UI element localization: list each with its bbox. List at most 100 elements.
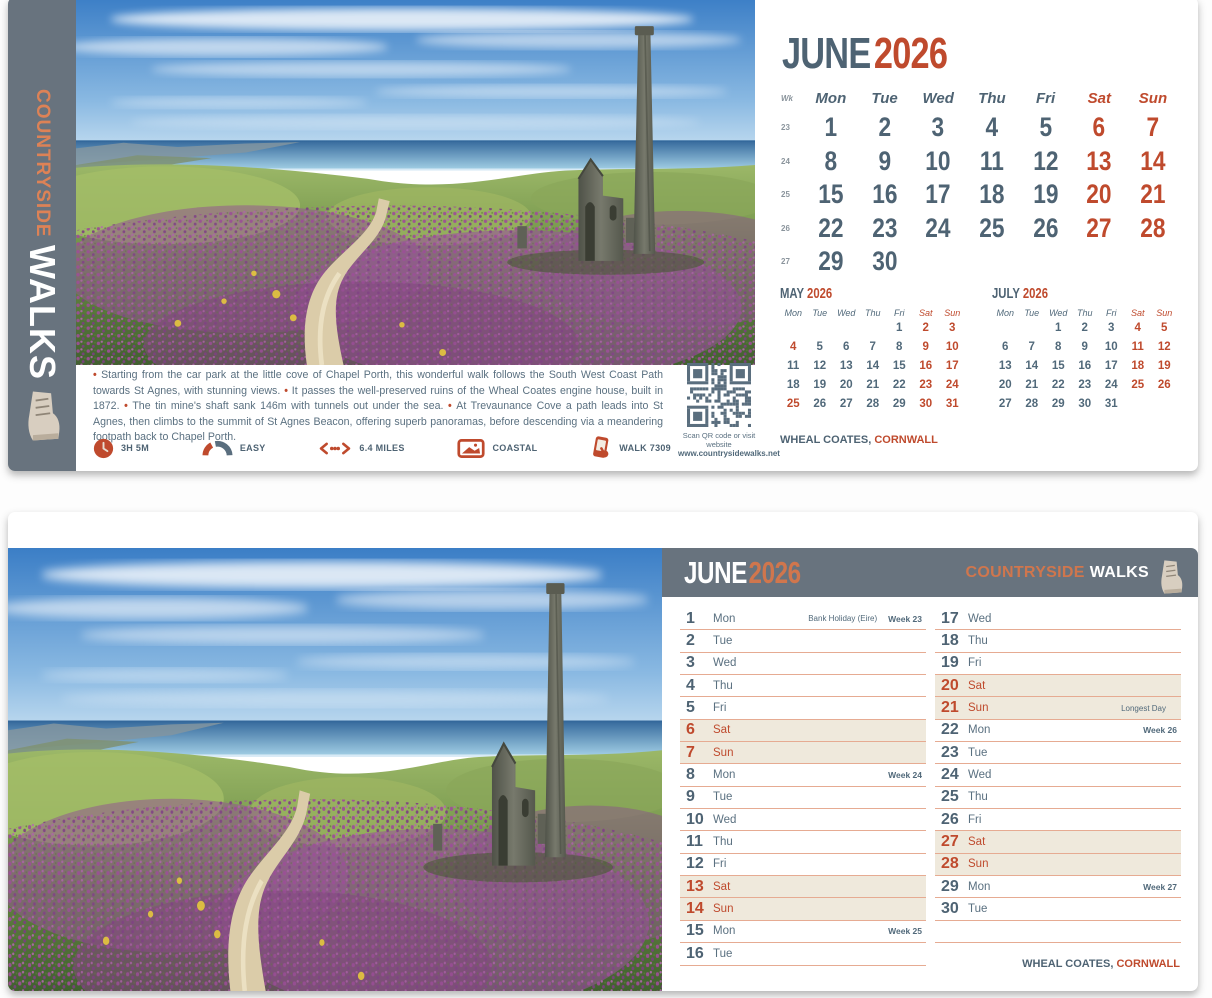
day-name: Fri	[968, 813, 982, 826]
mini-day-27: 27	[998, 397, 1012, 410]
mini-day-header: Sun	[944, 307, 961, 318]
day-row-1: 1 Mon Bank Holiday (Eire) Week 23	[680, 608, 926, 631]
grid-day-17: 17	[925, 179, 951, 210]
mini-day-14: 14	[1025, 359, 1039, 372]
grid-day-15: 15	[818, 179, 844, 210]
day-number: 1	[686, 609, 695, 627]
day-number: 10	[686, 810, 704, 828]
mini-day-3: 3	[1108, 322, 1115, 335]
day-row-19: 19 Fri	[935, 653, 1181, 676]
mini-day-23: 23	[1078, 378, 1092, 391]
day-name: Mon	[713, 612, 736, 625]
day-name: Wed	[968, 769, 992, 782]
day-number: 14	[686, 900, 704, 918]
day-name: Thu	[713, 679, 733, 692]
day-row-7: 7 Sun	[680, 742, 926, 765]
grid-day-3: 3	[931, 112, 945, 143]
mini-day-2: 2	[1081, 322, 1088, 335]
grid-day-16: 16	[871, 179, 898, 210]
mini-day-7: 7	[1028, 341, 1035, 354]
grid-day-10: 10	[925, 145, 951, 176]
day-row-29: 29 Mon Week 27	[935, 876, 1181, 899]
day-number: 20	[941, 676, 959, 694]
day-name: Thu	[713, 836, 733, 849]
day-header: Wed	[922, 89, 954, 107]
grid-day-28: 28	[1140, 212, 1166, 243]
day-header: Fri	[1036, 89, 1056, 107]
day-note: Bank Holiday (Eire)	[808, 614, 878, 624]
week-label: Week 23	[888, 613, 922, 624]
mini-day-header: Tue	[1024, 307, 1040, 318]
mini-day-15: 15	[1051, 359, 1065, 372]
day-number: 25	[941, 788, 959, 806]
week-label: Week 27	[1143, 881, 1177, 892]
walk-stat-label: WALK 7309	[619, 443, 671, 453]
brand-countryside-label: COUNTRYSIDE	[965, 563, 1085, 581]
day-row-27: 27 Sat	[935, 831, 1181, 854]
mini-day-11: 11	[1131, 341, 1144, 354]
walk-stat: EASY	[202, 440, 266, 457]
mini-day-6: 6	[843, 341, 850, 354]
mini-day-header: Sun	[1156, 307, 1173, 318]
day-name: Fri	[968, 657, 982, 670]
mini-day-header: Wed	[837, 307, 856, 318]
walk-photo-wheal-coates	[8, 548, 662, 991]
grid-day-8: 8	[824, 145, 838, 176]
day-number: 21	[941, 699, 959, 717]
month-name: JUNE	[782, 29, 871, 78]
mini-day-8: 8	[1055, 341, 1062, 354]
mini-day-1: 1	[896, 322, 903, 335]
day-name: Wed	[713, 657, 737, 670]
grid-day-9: 9	[878, 145, 891, 176]
day-name: Tue	[968, 746, 988, 759]
mini-day-4: 4	[1134, 322, 1141, 335]
day-number: 12	[686, 855, 704, 873]
day-row-12: 12 Fri	[680, 854, 926, 877]
grid-day-12: 12	[1032, 145, 1059, 176]
brand-walks-label: WALKS	[1089, 563, 1149, 581]
day-row-6: 6 Sat	[680, 719, 926, 743]
week-number: 23	[781, 123, 790, 133]
day-row-14: 14 Sun	[680, 898, 926, 921]
day-row-3: 3 Wed	[680, 653, 926, 676]
mini-day-18: 18	[786, 378, 800, 391]
mini-day-31: 31	[1104, 397, 1118, 410]
mini-day-21: 21	[1025, 378, 1039, 391]
mini-calendar-grid: Mon Tue Wed Thu Fri Sat Sun 1 2 3 4 5 6 7 8 9 10 11 12 13 14…	[780, 306, 972, 413]
day-number: 15	[686, 922, 704, 940]
mini-day-9: 9	[1081, 341, 1088, 354]
day-number: 8	[686, 766, 695, 784]
mini-day-13: 13	[998, 359, 1012, 372]
grid-day-29: 29	[818, 246, 844, 277]
grid-day-20: 20	[1086, 179, 1112, 210]
week-number: 24	[781, 156, 790, 166]
grid-day-7: 7	[1146, 112, 1160, 143]
mini-day-15: 15	[892, 359, 906, 372]
distance-icon	[318, 442, 352, 455]
mini-day-6: 6	[1002, 341, 1009, 354]
day-name: Fri	[713, 858, 727, 871]
day-header: Tue	[871, 89, 898, 107]
landscape-icon	[457, 438, 486, 458]
grid-day-21: 21	[1140, 179, 1166, 210]
day-row-5: 5 Fri	[680, 697, 926, 720]
mini-day-5: 5	[816, 341, 823, 354]
month-name: JUNE	[684, 554, 747, 590]
mini-day-20: 20	[998, 378, 1012, 391]
day-row-4: 4 Thu	[680, 675, 926, 698]
day-name: Wed	[968, 612, 992, 625]
mini-day-21: 21	[866, 378, 880, 391]
day-name: Mon	[713, 769, 736, 782]
empty-row	[935, 921, 1181, 944]
grid-day-5: 5	[1039, 112, 1052, 143]
mini-day-16: 16	[919, 359, 933, 372]
day-row-9: 9 Tue	[680, 787, 926, 810]
grid-day-19: 19	[1032, 179, 1059, 210]
mini-day-header: Tue	[812, 307, 828, 318]
day-number: 13	[686, 877, 704, 895]
walk-stats: 3H 5M EASY 6.4 MILES COASTAL WALK 7309	[93, 434, 671, 462]
day-row-20: 20 Sat	[935, 675, 1181, 698]
mini-day-19: 19	[813, 378, 827, 391]
mini-day-28: 28	[866, 397, 880, 410]
walk-photo-wheal-coates	[76, 0, 755, 365]
